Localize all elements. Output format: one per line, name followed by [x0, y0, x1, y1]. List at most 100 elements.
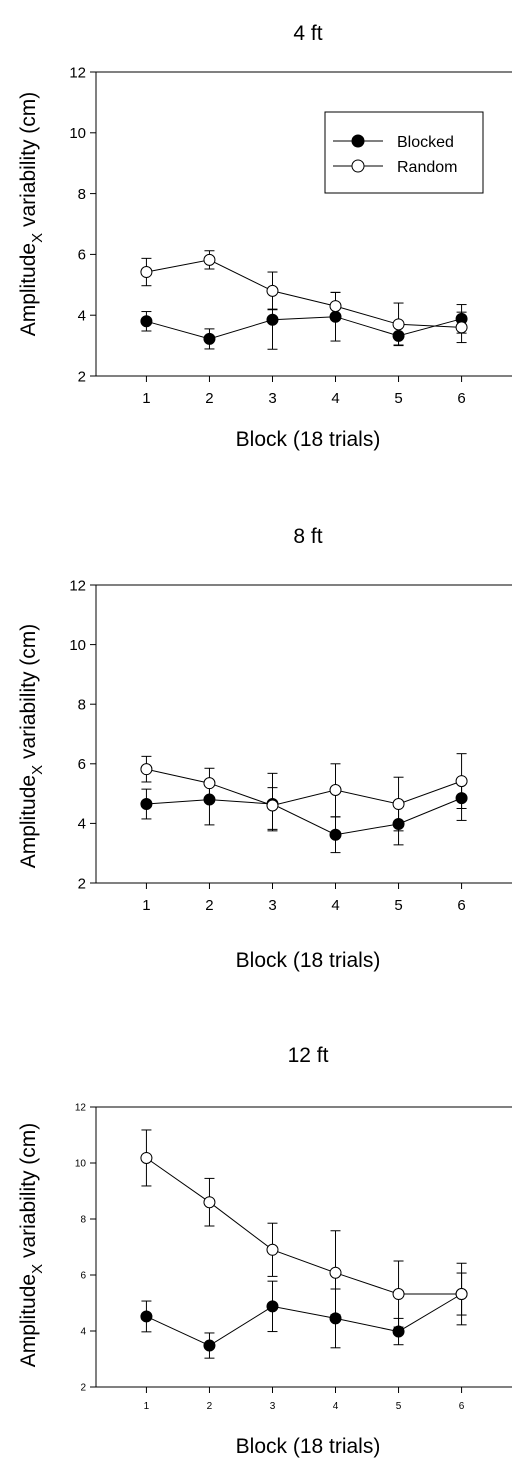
y-axis-label-subscript: X — [29, 233, 46, 243]
y-axis-label: AmplitudeX variability (cm) — [17, 624, 46, 869]
data-point-random — [392, 798, 405, 811]
x-axis-label: Block (18 trials) — [236, 428, 381, 451]
series-line-blocked — [146, 1293, 462, 1347]
y-tick-label: 6 — [78, 247, 86, 264]
x-tick-label: 1 — [142, 897, 150, 914]
y-axis-label-subscript: X — [29, 765, 46, 775]
x-tick-label: 2 — [207, 1401, 213, 1412]
panel-title: 8 ft — [293, 525, 322, 548]
data-point-blocked — [329, 828, 342, 841]
x-tick-label: 1 — [142, 390, 150, 407]
panel-title: 12 ft — [288, 1044, 329, 1067]
data-point-blocked — [203, 332, 216, 345]
data-point-random — [266, 799, 279, 812]
y-tick-label: 4 — [78, 307, 86, 324]
x-tick-label: 6 — [459, 1401, 465, 1412]
data-point-random — [203, 1196, 216, 1209]
legend-marker-blocked — [351, 134, 365, 148]
data-point-blocked — [140, 1310, 153, 1323]
data-point-blocked — [392, 329, 405, 342]
x-tick-label: 3 — [268, 897, 276, 914]
data-point-blocked — [203, 793, 216, 806]
x-tick-label: 5 — [396, 1401, 402, 1412]
y-axis-label: AmplitudeX variability (cm) — [17, 92, 46, 337]
y-tick-label: 10 — [75, 1159, 87, 1170]
y-axis-label-rest: variability (cm) — [17, 92, 40, 233]
legend-label-blocked: Blocked — [397, 134, 454, 151]
data-point-random — [203, 253, 216, 266]
y-axis-label-rest: variability (cm) — [17, 624, 40, 765]
y-tick-label: 2 — [78, 875, 86, 892]
data-point-blocked — [392, 817, 405, 830]
data-point-blocked — [392, 1325, 405, 1338]
x-tick-label: 2 — [205, 897, 213, 914]
data-point-blocked — [329, 1312, 342, 1325]
series-line-blocked — [146, 316, 462, 340]
y-tick-label: 8 — [78, 696, 86, 713]
x-tick-label: 3 — [270, 1401, 276, 1412]
x-tick-label: 6 — [457, 897, 465, 914]
series-line-blocked — [146, 797, 462, 836]
data-point-random — [455, 775, 468, 788]
y-tick-label: 2 — [78, 368, 86, 385]
y-tick-label: 6 — [80, 1271, 86, 1282]
data-point-random — [140, 266, 153, 279]
y-tick-label: 8 — [78, 186, 86, 203]
data-point-random — [329, 784, 342, 797]
x-axis-label: Block (18 trials) — [236, 949, 381, 972]
x-tick-label: 4 — [331, 897, 339, 914]
x-tick-label: 5 — [394, 390, 402, 407]
series-line-random — [146, 259, 462, 328]
data-point-blocked — [455, 792, 468, 805]
x-axis-label: Block (18 trials) — [236, 1435, 381, 1458]
data-point-random — [392, 318, 405, 331]
data-point-random — [266, 284, 279, 297]
panel-title: 4 ft — [293, 22, 322, 45]
data-point-random — [455, 1288, 468, 1301]
data-point-blocked — [140, 315, 153, 328]
data-point-random — [392, 1288, 405, 1301]
data-point-blocked — [203, 1339, 216, 1352]
y-tick-label: 2 — [80, 1383, 86, 1394]
data-point-random — [455, 321, 468, 334]
data-point-random — [140, 763, 153, 776]
y-tick-label: 12 — [75, 1103, 87, 1114]
y-axis-label-rest: variability (cm) — [17, 1123, 40, 1264]
x-tick-label: 3 — [268, 390, 276, 407]
legend-label-random: Random — [397, 159, 457, 176]
y-tick-label: 10 — [69, 637, 86, 654]
y-tick-label: 10 — [69, 125, 86, 142]
legend-marker-random — [351, 159, 365, 173]
y-axis-label-main: Amplitude — [17, 775, 40, 868]
data-point-random — [329, 1266, 342, 1279]
y-axis-label-main: Amplitude — [17, 243, 40, 336]
data-point-random — [329, 300, 342, 313]
data-point-blocked — [266, 1300, 279, 1313]
y-tick-label: 12 — [69, 577, 86, 594]
data-point-blocked — [140, 798, 153, 811]
x-tick-label: 5 — [394, 897, 402, 914]
x-tick-label: 4 — [333, 1401, 339, 1412]
data-point-random — [140, 1151, 153, 1164]
legend-box — [324, 111, 484, 194]
data-point-blocked — [329, 310, 342, 323]
x-tick-label: 1 — [144, 1401, 150, 1412]
y-axis-label-main: Amplitude — [17, 1274, 40, 1367]
series-line-random — [146, 768, 462, 807]
x-tick-label: 6 — [457, 390, 465, 407]
data-point-random — [266, 1243, 279, 1256]
y-tick-label: 4 — [80, 1327, 86, 1338]
y-tick-label: 8 — [80, 1215, 86, 1226]
x-tick-label: 2 — [205, 390, 213, 407]
legend: Blocked Random — [324, 111, 484, 194]
y-tick-label: 6 — [78, 756, 86, 773]
x-tick-label: 4 — [331, 390, 339, 407]
data-point-blocked — [266, 313, 279, 326]
